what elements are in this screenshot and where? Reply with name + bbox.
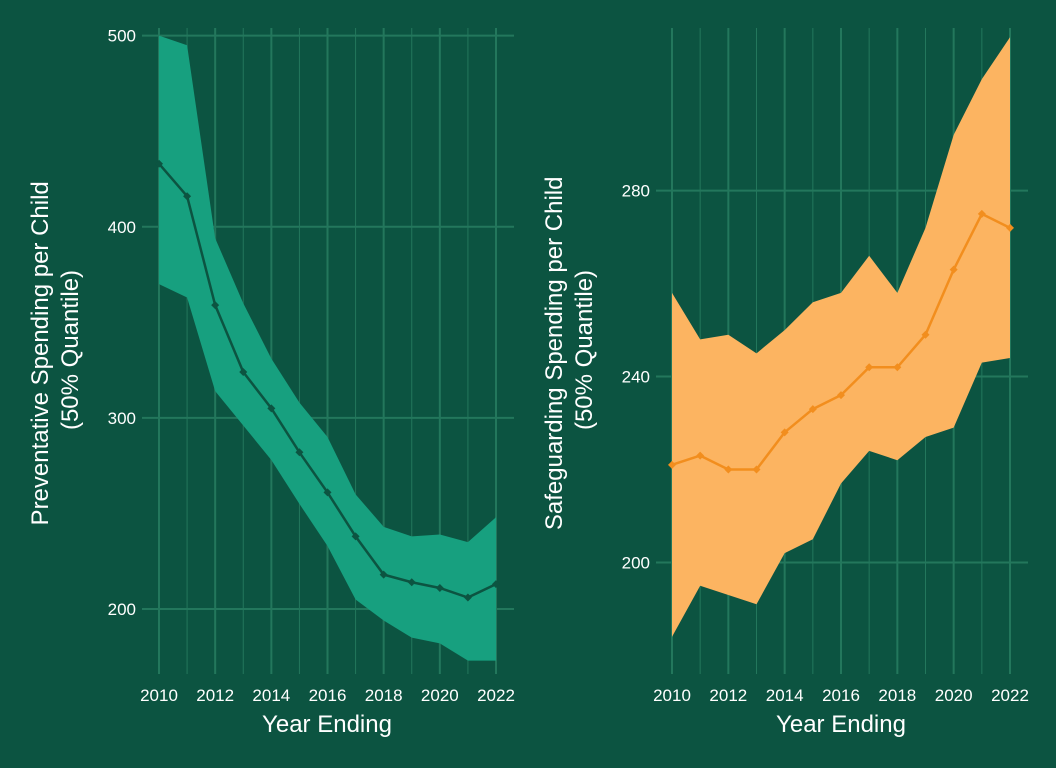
right-data-point (752, 465, 761, 474)
right-x-tick-label: 2016 (822, 686, 860, 705)
left-data-point (211, 301, 220, 310)
right-y-axis-title-line-2: (50% Quantile) (571, 270, 598, 430)
left-data-point (492, 580, 500, 589)
left-y-tick-label: 200 (108, 600, 136, 619)
right-data-point (977, 209, 986, 218)
right-y-axis-title: Safeguarding Spending per Child (50% Qua… (541, 170, 598, 530)
left-x-tick-label: 2016 (309, 686, 347, 705)
left-x-tick-labels: 2010 2012 2014 2016 2018 2020 2022 (140, 686, 515, 705)
right-data-point (949, 265, 958, 274)
left-x-tick-label: 2020 (421, 686, 459, 705)
right-x-tick-label: 2022 (991, 686, 1029, 705)
right-x-tick-label: 2018 (878, 686, 916, 705)
right-data-point (893, 363, 902, 372)
right-data-point (668, 460, 676, 469)
right-data-point (780, 428, 789, 437)
left-y-axis-title: Preventative Spending per Child (50% Qua… (27, 175, 84, 526)
right-x-tick-label: 2014 (766, 686, 804, 705)
left-y-tick-label: 500 (108, 27, 136, 46)
safeguarding-spending-panel: 200 240 280 2010 2012 2014 2016 2018 2020 2022 Y… (541, 28, 1029, 738)
left-x-tick-label: 2022 (477, 686, 515, 705)
right-x-axis-title: Year Ending (776, 711, 906, 738)
left-x-tick-label: 2010 (140, 686, 178, 705)
right-data-point (696, 451, 705, 460)
right-x-tick-labels: 2010 2012 2014 2016 2018 2020 2022 (653, 686, 1029, 705)
left-data-point (351, 532, 360, 541)
right-quantile-band (672, 37, 1010, 637)
left-data-point (183, 192, 192, 201)
right-data-point (921, 330, 930, 339)
right-y-tick-label: 240 (622, 368, 650, 387)
left-y-axis-title-line-1: Preventative Spending per Child (27, 181, 54, 525)
left-data-point (407, 578, 416, 587)
left-data-point (267, 404, 276, 413)
right-data-point (808, 405, 817, 414)
left-x-tick-label: 2012 (196, 686, 234, 705)
left-data-point (435, 583, 444, 592)
right-data-point (837, 391, 845, 400)
left-y-tick-label: 400 (108, 218, 136, 237)
right-y-tick-label: 200 (622, 553, 650, 572)
right-y-tick-labels: 200 240 280 (622, 182, 650, 573)
left-x-tick-label: 2014 (252, 686, 290, 705)
left-data-point (379, 570, 388, 579)
preventative-spending-panel: 200 300 400 500 2010 2012 2014 2016 2018 2020 202… (27, 27, 515, 738)
right-y-tick-label: 280 (622, 182, 650, 201)
right-data-point (1006, 223, 1014, 232)
left-x-tick-label: 2018 (365, 686, 403, 705)
left-quantile-band (159, 35, 496, 661)
right-median-points (668, 209, 1014, 474)
right-x-tick-label: 2012 (709, 686, 747, 705)
right-data-point (724, 465, 733, 474)
left-x-axis-title: Year Ending (262, 711, 392, 738)
left-data-point (463, 593, 472, 602)
left-data-point (295, 448, 304, 457)
right-data-point (865, 363, 874, 372)
left-y-tick-label: 300 (108, 409, 136, 428)
left-data-point (239, 368, 248, 377)
right-x-tick-label: 2010 (653, 686, 691, 705)
left-y-axis-title-line-2: (50% Quantile) (57, 270, 84, 430)
left-median-points (155, 159, 500, 602)
left-y-tick-labels: 200 300 400 500 (108, 27, 136, 619)
right-y-axis-title-line-1: Safeguarding Spending per Child (541, 177, 568, 531)
left-data-point (323, 488, 332, 497)
right-x-tick-label: 2020 (935, 686, 973, 705)
left-data-point (155, 159, 163, 168)
